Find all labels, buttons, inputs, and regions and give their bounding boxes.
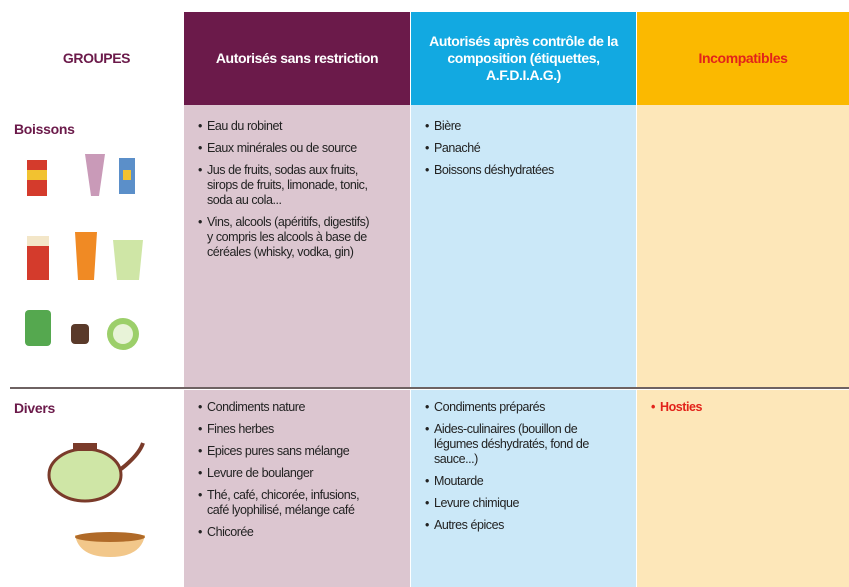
list-item: Epices pures sans mélange bbox=[198, 444, 377, 459]
cell: Hosties bbox=[637, 390, 849, 587]
list: Condiments préparés Aides-culinaires (bou… bbox=[411, 390, 636, 533]
group-name: Divers bbox=[14, 400, 56, 416]
cell: Boissons bbox=[10, 105, 183, 388]
list-item: Boissons déshydratées bbox=[425, 163, 614, 178]
list: Bière Panaché Boissons déshydratées bbox=[411, 105, 636, 178]
list-item: Levure chimique bbox=[425, 496, 614, 511]
row-separator bbox=[10, 387, 849, 389]
list-item: Bière bbox=[425, 119, 614, 134]
header-controlled: Autorisés après contrôle de la compositi… bbox=[411, 12, 636, 105]
list bbox=[637, 105, 849, 119]
header-allowed: Autorisés sans restriction bbox=[184, 12, 410, 105]
list: Condiments nature Fines herbes Epices pure… bbox=[184, 390, 410, 540]
cell: Bière Panaché Boissons déshydratées bbox=[411, 105, 636, 388]
list-item: Autres épices bbox=[425, 518, 614, 533]
list-item: Thé, café, chicorée, infusions, café lyo… bbox=[198, 488, 377, 518]
list: Eau du robinet Eaux minérales ou de sourc… bbox=[184, 105, 410, 260]
list-item: Fines herbes bbox=[198, 422, 377, 437]
list-item: Moutarde bbox=[425, 474, 614, 489]
list-item: Hosties bbox=[651, 400, 839, 415]
list-item: Eau du robinet bbox=[198, 119, 377, 134]
header-incompatible: Incompatibles bbox=[637, 12, 849, 105]
cell bbox=[637, 105, 849, 388]
cell: Eau du robinet Eaux minérales ou de sourc… bbox=[184, 105, 410, 388]
list-item: Levure de boulanger bbox=[198, 466, 377, 481]
tea-icons bbox=[47, 442, 145, 557]
group-name: Boissons bbox=[14, 121, 75, 137]
list-item: Vins, alcools (apéritifs, digestifs) y c… bbox=[198, 215, 377, 260]
cell: Divers bbox=[10, 390, 183, 587]
list-item: Panaché bbox=[425, 141, 614, 156]
list-item: Jus de fruits, sodas aux fruits, sirops … bbox=[198, 163, 377, 208]
cell: Condiments nature Fines herbes Epices pure… bbox=[184, 390, 410, 587]
cell: Condiments préparés Aides-culinaires (bou… bbox=[411, 390, 636, 587]
list-item: Aides-culinaires (bouillon de légumes dé… bbox=[425, 422, 614, 467]
list-item: Eaux minérales ou de source bbox=[198, 141, 377, 156]
list-item: Chicorée bbox=[198, 525, 377, 540]
list: Hosties bbox=[637, 390, 849, 415]
list-item: Condiments préparés bbox=[425, 400, 614, 415]
drink-icons bbox=[25, 154, 143, 350]
list-item: Condiments nature bbox=[198, 400, 377, 415]
header-groups: GROUPES bbox=[62, 50, 131, 66]
